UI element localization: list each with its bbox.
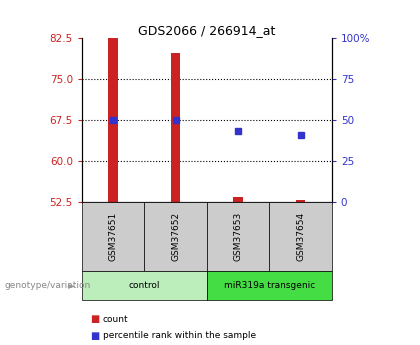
Text: control: control xyxy=(129,281,160,290)
Text: ■: ■ xyxy=(90,331,100,341)
Text: GSM37653: GSM37653 xyxy=(234,212,243,261)
Text: ■: ■ xyxy=(90,314,100,324)
Text: genotype/variation: genotype/variation xyxy=(4,281,90,290)
Bar xyxy=(296,200,305,202)
Text: percentile rank within the sample: percentile rank within the sample xyxy=(103,331,256,340)
Bar xyxy=(171,53,180,202)
Title: GDS2066 / 266914_at: GDS2066 / 266914_at xyxy=(138,24,276,37)
Text: miR319a transgenic: miR319a transgenic xyxy=(224,281,315,290)
Bar xyxy=(234,197,243,202)
Text: ►: ► xyxy=(68,280,76,290)
Text: GSM37652: GSM37652 xyxy=(171,212,180,261)
Text: count: count xyxy=(103,315,129,324)
Text: GSM37654: GSM37654 xyxy=(296,212,305,261)
Bar xyxy=(108,34,118,202)
Text: GSM37651: GSM37651 xyxy=(109,212,118,261)
